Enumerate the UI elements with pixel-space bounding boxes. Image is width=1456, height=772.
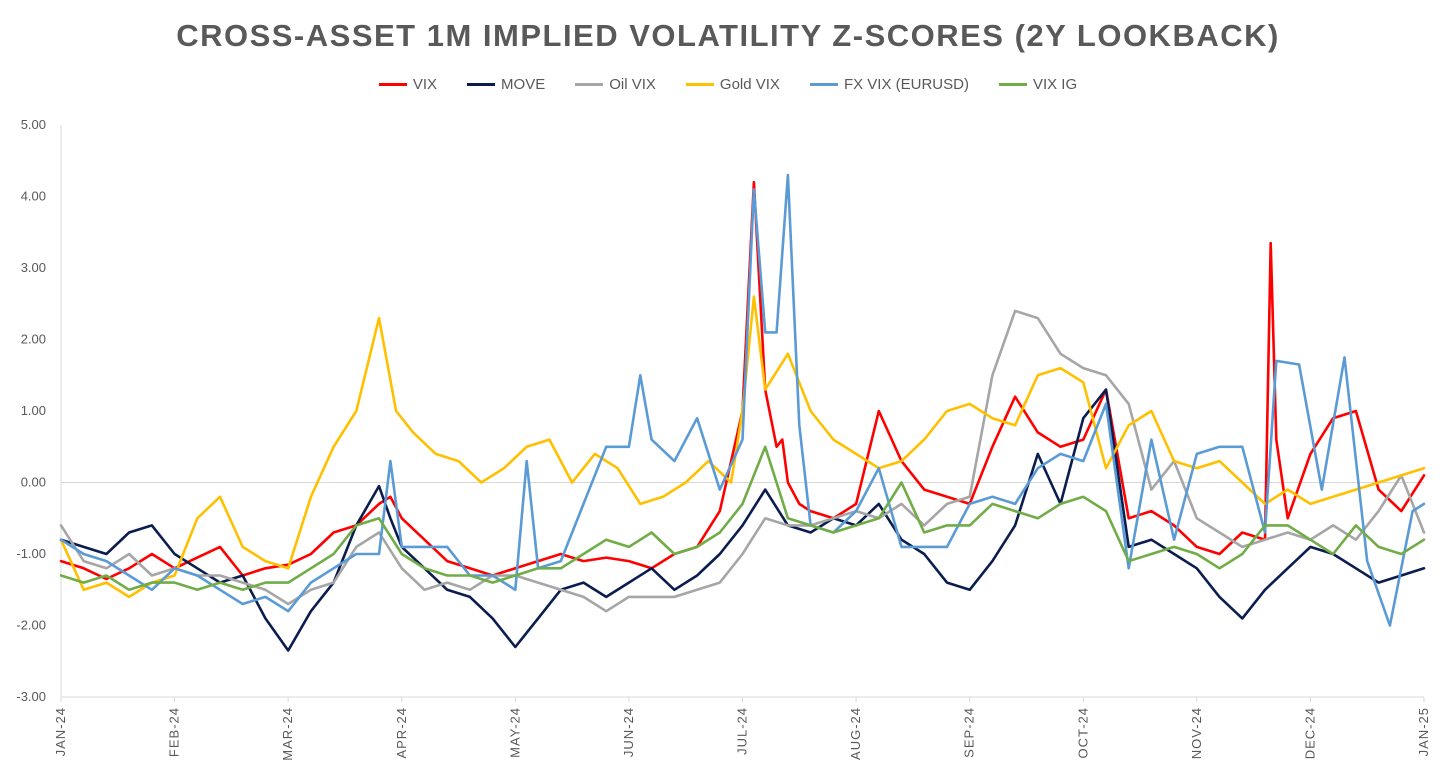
x-tick-label: JAN-24	[53, 707, 68, 756]
legend-label: FX VIX (EURUSD)	[843, 76, 969, 93]
x-tick-label: DEC-24	[1302, 707, 1317, 759]
legend-item: Oil VIX	[575, 76, 656, 93]
y-tick-label: 1.00	[21, 403, 46, 418]
x-tick-label: APR-24	[394, 707, 409, 759]
series-line-gold-vix	[59, 295, 1426, 599]
x-tick-label: NOV-24	[1189, 707, 1204, 759]
legend-swatch	[685, 83, 714, 86]
legend-item: Gold VIX	[685, 76, 780, 93]
x-tick-label: MAR-24	[280, 707, 295, 761]
x-tick-label: SEP-24	[962, 707, 977, 758]
legend-item: FX VIX (EURUSD)	[809, 76, 969, 93]
y-tick-label: 0.00	[21, 475, 46, 490]
legend-item: VIX IG	[998, 76, 1078, 93]
legend-label: Gold VIX	[719, 76, 780, 93]
x-tick-label: OCT-24	[1075, 707, 1090, 759]
x-tick-label: AUG-24	[848, 707, 863, 760]
series-line-vix	[59, 180, 1426, 581]
x-tick-label: JUN-24	[621, 707, 636, 757]
y-tick-label: 2.00	[21, 332, 46, 347]
legend-item: MOVE	[467, 76, 545, 93]
chart-legend: VIX MOVE Oil VIX Gold VIX FX VIX (EURUSD) VIX…	[0, 76, 1456, 93]
y-tick-label: -2.00	[16, 618, 46, 633]
legend-swatch	[575, 83, 604, 86]
legend-label: MOVE	[501, 76, 546, 93]
legend-label: Oil VIX	[609, 76, 656, 93]
legend-label: VIX IG	[1032, 76, 1078, 93]
legend-label: VIX	[412, 76, 438, 93]
y-tick-label: -3.00	[16, 689, 46, 704]
y-tick-label: 3.00	[21, 260, 46, 275]
x-tick-label: JAN-25	[1416, 707, 1431, 756]
series-line-oil-vix	[59, 309, 1426, 613]
legend-swatch	[998, 83, 1027, 86]
y-tick-label: 4.00	[21, 189, 46, 204]
series-line-move	[59, 388, 1426, 652]
legend-swatch	[467, 83, 496, 86]
series-line-vix-ig	[59, 445, 1426, 592]
legend-swatch	[809, 83, 838, 86]
x-tick-label: MAY-24	[507, 707, 522, 758]
y-tick-label: 5.00	[21, 117, 46, 132]
legend-item: VIX	[378, 76, 438, 93]
x-tick-label: JUL-24	[735, 707, 750, 755]
chart-title: CROSS-ASSET 1M IMPLIED VOLATILITY Z-SCOR…	[176, 18, 1280, 53]
y-tick-label: -1.00	[16, 546, 46, 561]
x-tick-label: FEB-24	[167, 707, 182, 757]
series-line-fx-vix-eurusd	[59, 173, 1426, 627]
legend-swatch	[378, 83, 407, 86]
